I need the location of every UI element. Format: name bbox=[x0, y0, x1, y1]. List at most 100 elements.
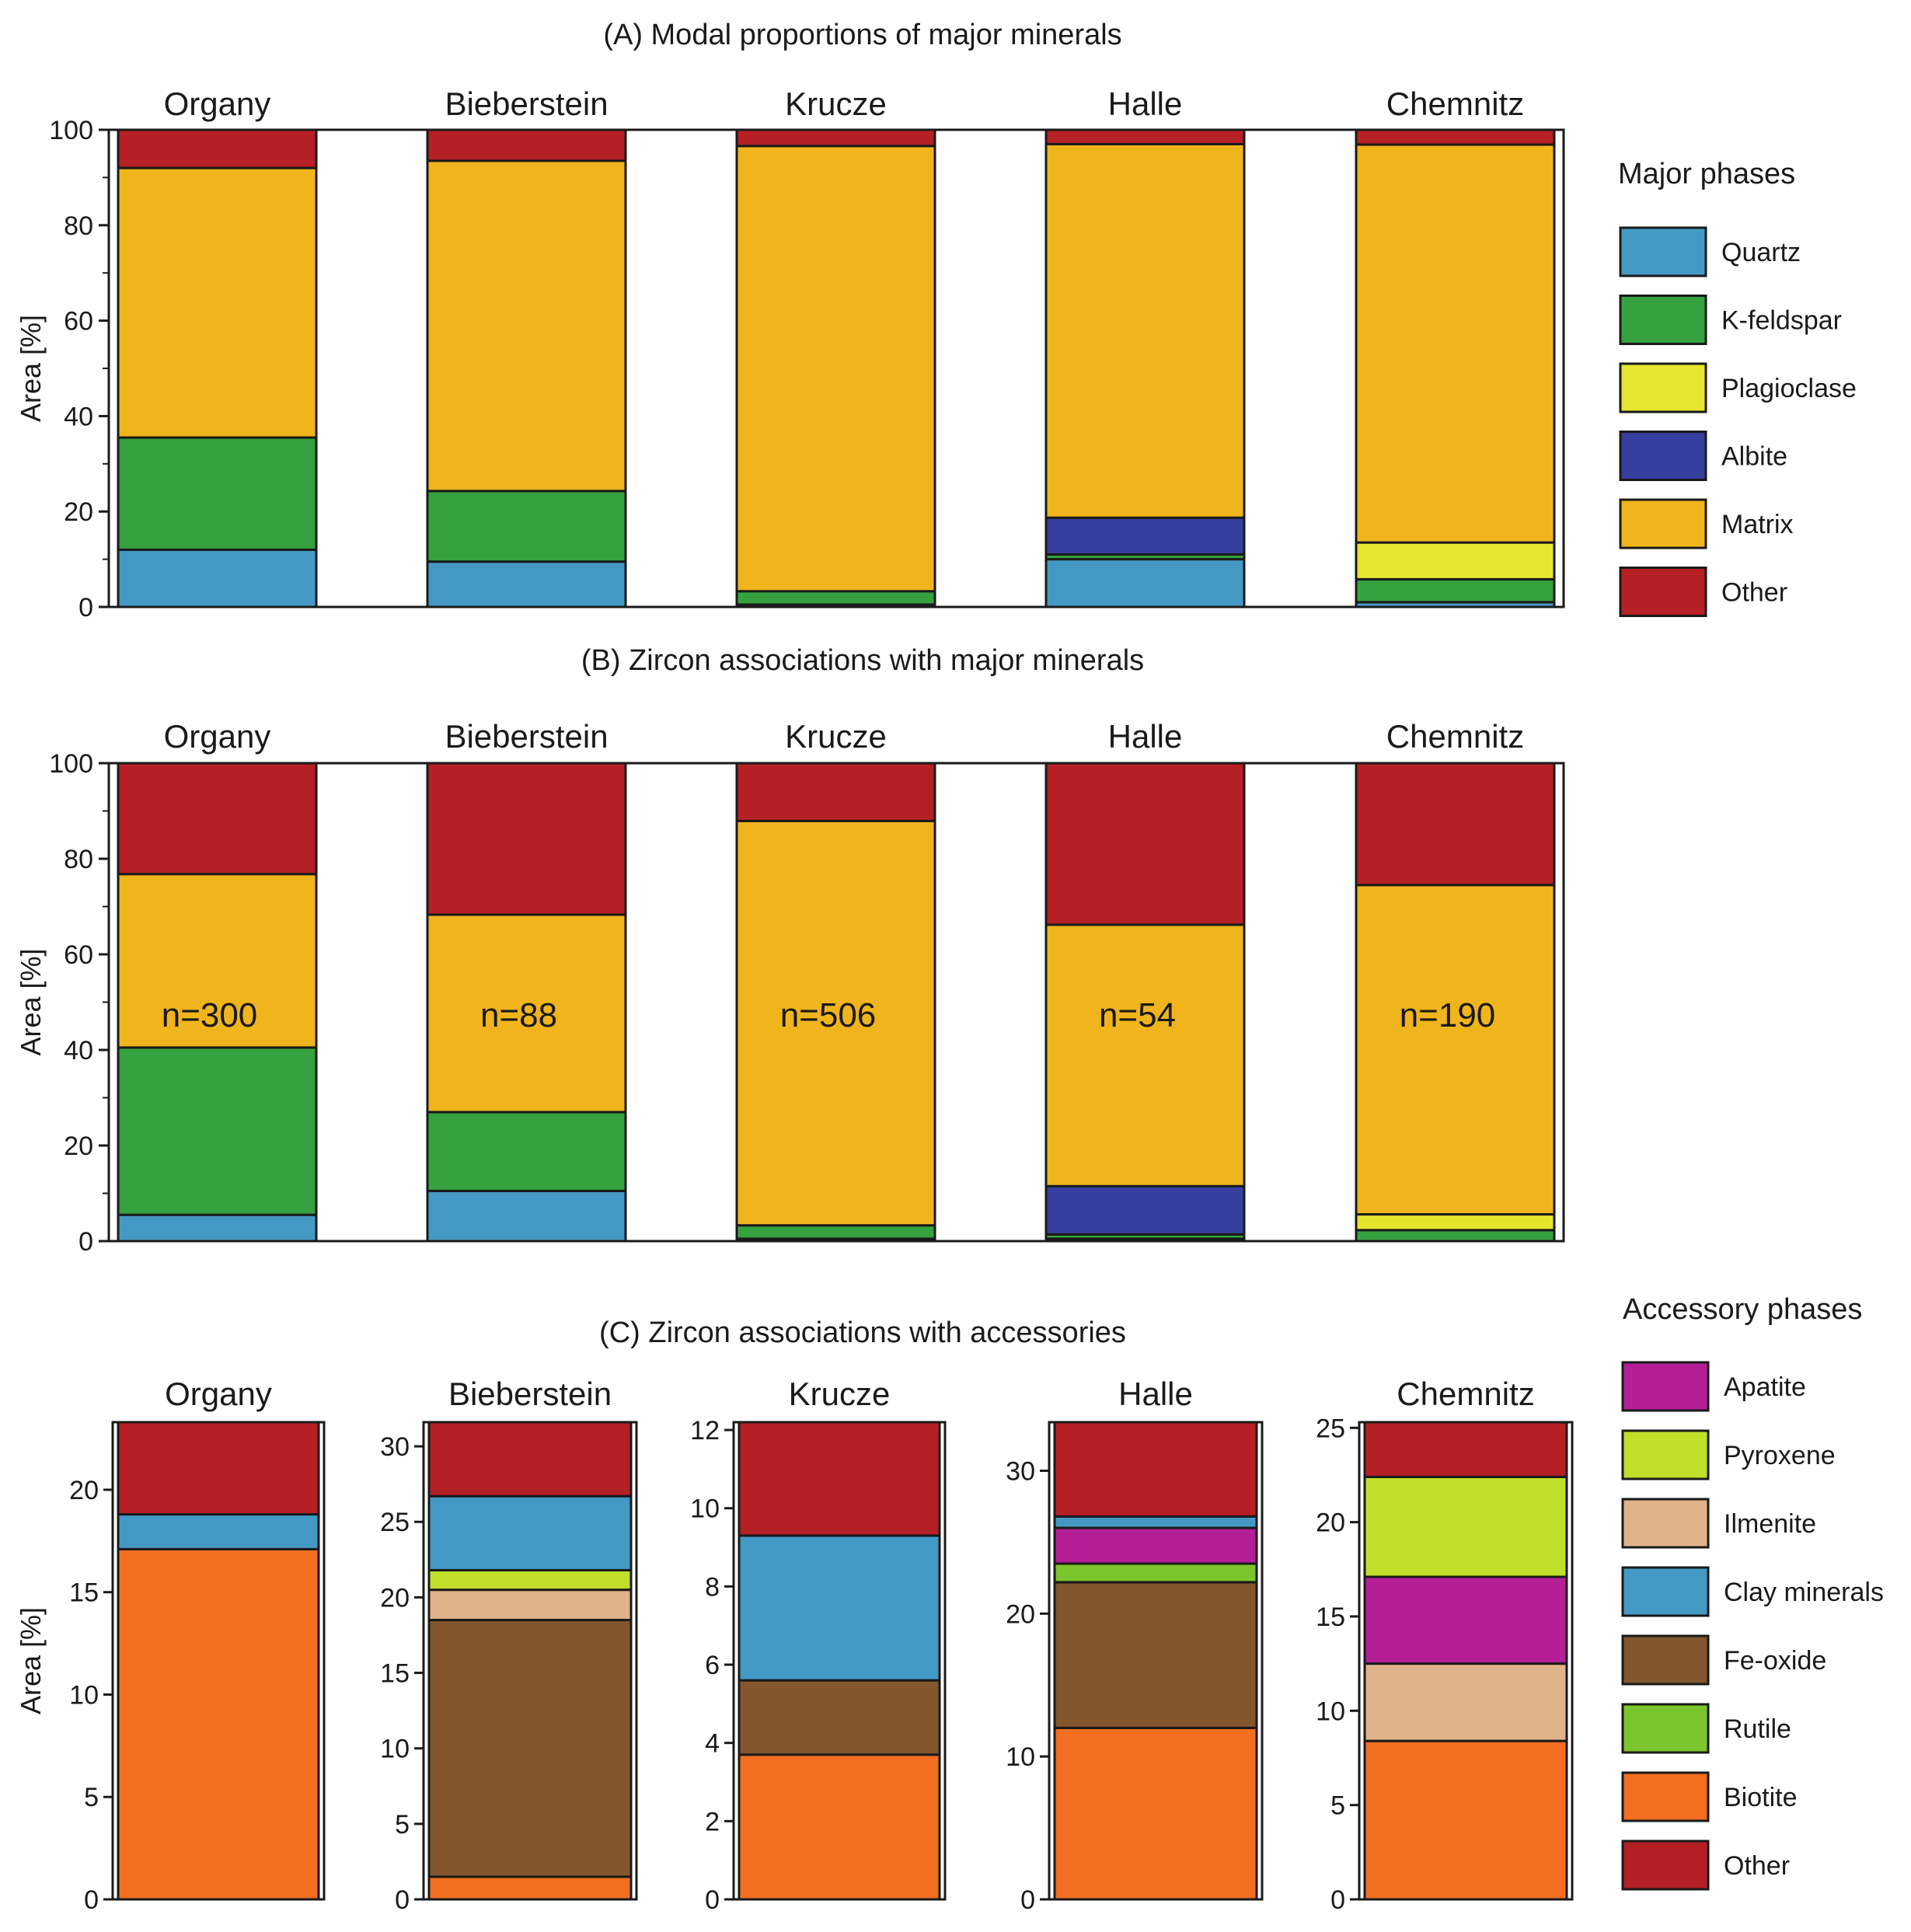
panel-b-category-organy: Organy bbox=[164, 718, 271, 755]
legend-accessory-swatch-apatite bbox=[1621, 1361, 1710, 1412]
legend-major-label-other: Other bbox=[1721, 578, 1787, 608]
legend-accessory-label-biotite: Biotite bbox=[1724, 1783, 1798, 1812]
panel-c-title: (C) Zircon associations with accessories bbox=[599, 1316, 1126, 1349]
panel-c-halle-bar-biotite bbox=[1053, 1726, 1258, 1901]
legend-accessory-label-other: Other bbox=[1724, 1851, 1790, 1881]
panel-c-chemnitz-category: Chemnitz bbox=[1397, 1376, 1534, 1412]
panel-c-krucze-ytick-label: 2 bbox=[705, 1807, 720, 1836]
panel-a-bar-organy-matrix bbox=[117, 166, 318, 439]
panel-c-chemnitz-bar-biotite bbox=[1363, 1739, 1568, 1901]
panel-a-bar-krucze-matrix bbox=[735, 145, 936, 593]
legend-accessory-swatch-fe-oxide bbox=[1621, 1634, 1710, 1686]
panel-c-bieberstein-ytick-label: 15 bbox=[380, 1659, 410, 1689]
panel-b-count-organy: n=300 bbox=[162, 996, 258, 1034]
panel-a-ytick-label: 100 bbox=[49, 116, 93, 145]
panel-b-bar-halle-albite bbox=[1044, 1184, 1246, 1236]
panel-a-bar-krucze-k-feldspar bbox=[735, 590, 936, 606]
legend-major-title: Major phases bbox=[1618, 158, 1795, 190]
panel-b-category-bieberstein: Bieberstein bbox=[445, 718, 608, 755]
panel-b-count-krucze: n=506 bbox=[780, 996, 877, 1034]
panel-b-bar-krucze-other bbox=[735, 762, 936, 822]
panel-b-bar-organy-k-feldspar bbox=[117, 1046, 318, 1216]
panel-c-chemnitz-ytick-label: 25 bbox=[1316, 1414, 1345, 1443]
panel-a-chart: Organy Bieberstein Krucze Halle Chemnitz 0 20 4… bbox=[15, 85, 1565, 622]
panel-a-bar-krucze-other bbox=[735, 128, 936, 148]
panel-a-ytick-label: 0 bbox=[78, 593, 93, 622]
panel-a-category-halle: Halle bbox=[1108, 85, 1183, 122]
legend-accessory-swatch-clay-minerals bbox=[1621, 1566, 1710, 1617]
panel-c-halle-ytick-label: 30 bbox=[1006, 1457, 1035, 1487]
panel-b-bar-organy-other bbox=[117, 762, 318, 876]
panel-c-bieberstein-category: Bieberstein bbox=[448, 1376, 612, 1412]
panel-c-krucze-ytick-label: 10 bbox=[690, 1494, 720, 1524]
panel-b-bar-bieberstein-k-feldspar bbox=[426, 1111, 627, 1192]
panel-c-krucze-bar-fe-oxide bbox=[738, 1679, 941, 1756]
panel-a-bar-halle-quartz bbox=[1044, 558, 1246, 609]
panel-c-chemnitz-bar-apatite bbox=[1363, 1575, 1568, 1665]
panel-b-bar-bieberstein-other bbox=[426, 762, 627, 916]
legend-major-swatch-other bbox=[1619, 567, 1707, 617]
panel-b-category-halle: Halle bbox=[1108, 718, 1183, 755]
panel-c-bieberstein-frame bbox=[422, 1421, 638, 1901]
panel-a-bar-organy-k-feldspar bbox=[117, 436, 318, 551]
panel-c-chemnitz-ytick-label: 5 bbox=[1330, 1791, 1345, 1821]
panel-a-category-bieberstein: Bieberstein bbox=[445, 85, 608, 122]
panel-b-bar-organy-matrix bbox=[117, 873, 318, 1049]
panel-c-chemnitz-bar-pyroxene bbox=[1363, 1475, 1568, 1578]
panel-c-organy-bar-biotite bbox=[117, 1547, 320, 1901]
panel-a-bar-chemnitz-matrix bbox=[1355, 143, 1556, 544]
panel-b-count-halle: n=54 bbox=[1099, 996, 1176, 1034]
panel-a-title: (A) Modal proportions of major minerals bbox=[603, 19, 1121, 51]
panel-b-ytick-label: 0 bbox=[78, 1227, 93, 1257]
legend-accessory-label-pyroxene: Pyroxene bbox=[1724, 1441, 1836, 1470]
panel-c-bieberstein-ytick-label: 30 bbox=[380, 1432, 410, 1462]
panel-c-bieberstein-bar-biotite bbox=[427, 1875, 633, 1901]
legend-accessory-swatch-biotite bbox=[1621, 1771, 1710, 1822]
panel-c-organy-ytick-label: 15 bbox=[69, 1578, 99, 1608]
panel-c-halle-bar-clay-minerals bbox=[1053, 1515, 1258, 1529]
panel-b-ytick-label: 40 bbox=[64, 1036, 93, 1065]
panel-c-halle-ytick-label: 20 bbox=[1006, 1599, 1035, 1629]
panel-b-chart: Organy n=300 Bieberstein n=88 Krucze n=506 Hal… bbox=[15, 718, 1565, 1257]
panel-a-ylabel: Area [%] bbox=[15, 315, 47, 422]
panel-c-bieberstein-ytick-label: 5 bbox=[395, 1810, 410, 1840]
legend-accessory-swatch-other bbox=[1621, 1840, 1710, 1891]
panel-b-ytick-label: 60 bbox=[64, 940, 93, 970]
legend-major-swatch-plagioclase bbox=[1619, 362, 1707, 413]
panel-b-category-chemnitz: Chemnitz bbox=[1386, 718, 1524, 755]
panel-a-ytick-label: 80 bbox=[64, 211, 93, 241]
panel-b-title: (B) Zircon associations with major miner… bbox=[581, 644, 1144, 677]
legend-major-label-plagioclase: Plagioclase bbox=[1721, 374, 1857, 403]
panel-c-chemnitz-bar-ilmenite bbox=[1363, 1662, 1568, 1742]
panel-c-krucze-ytick-label: 12 bbox=[690, 1416, 720, 1446]
panel-a-bar-bieberstein-other bbox=[426, 128, 627, 162]
panel-c-chemnitz-ytick-label: 15 bbox=[1316, 1602, 1345, 1632]
panel-a-bar-bieberstein-k-feldspar bbox=[426, 490, 627, 563]
panel-b-ytick-label: 80 bbox=[64, 845, 93, 874]
panel-a-bar-halle-albite bbox=[1044, 516, 1246, 556]
legend-accessory-label-apatite: Apatite bbox=[1724, 1372, 1806, 1402]
panel-c-chart: 0 5 10 15 20 Organy 0 5 10 15 20 25 30 Bieberstein 0 2 4… bbox=[15, 1376, 1574, 1915]
panel-b-bar-bieberstein-matrix bbox=[426, 913, 627, 1114]
panel-a-bar-organy-quartz bbox=[117, 548, 318, 609]
panel-b-bar-chemnitz-other bbox=[1355, 762, 1556, 887]
panel-b-bar-chemnitz-k-feldspar bbox=[1355, 1229, 1556, 1243]
panel-c-krucze-frame bbox=[732, 1421, 947, 1901]
legend-major-label-matrix: Matrix bbox=[1721, 510, 1794, 539]
panel-b-bar-organy-quartz bbox=[117, 1213, 318, 1243]
legend-accessory-label-fe-oxide: Fe-oxide bbox=[1724, 1646, 1826, 1676]
legend-accessory-swatch-rutile bbox=[1621, 1703, 1710, 1754]
panel-c-halle-bar-fe-oxide bbox=[1053, 1581, 1258, 1729]
panel-a-ytick-label: 40 bbox=[64, 402, 93, 431]
panel-c-organy-ytick-label: 10 bbox=[69, 1680, 99, 1710]
panel-a-category-krucze: Krucze bbox=[785, 85, 887, 122]
panel-c-chemnitz-ytick-label: 0 bbox=[1330, 1885, 1345, 1915]
panel-a-category-organy: Organy bbox=[164, 85, 271, 122]
panel-b-ytick-label: 20 bbox=[64, 1132, 93, 1161]
legend-accessory: Accessory phases Apatite Pyroxene Ilmenite… bbox=[1621, 1293, 1884, 1891]
panel-c-organy-ytick-label: 20 bbox=[69, 1476, 99, 1505]
panel-c-krucze-bar-other bbox=[738, 1421, 941, 1537]
panel-c-halle-frame bbox=[1048, 1421, 1264, 1901]
panel-c-krucze-bar-clay-minerals bbox=[738, 1534, 941, 1682]
panel-b-bar-chemnitz-matrix bbox=[1355, 884, 1556, 1216]
